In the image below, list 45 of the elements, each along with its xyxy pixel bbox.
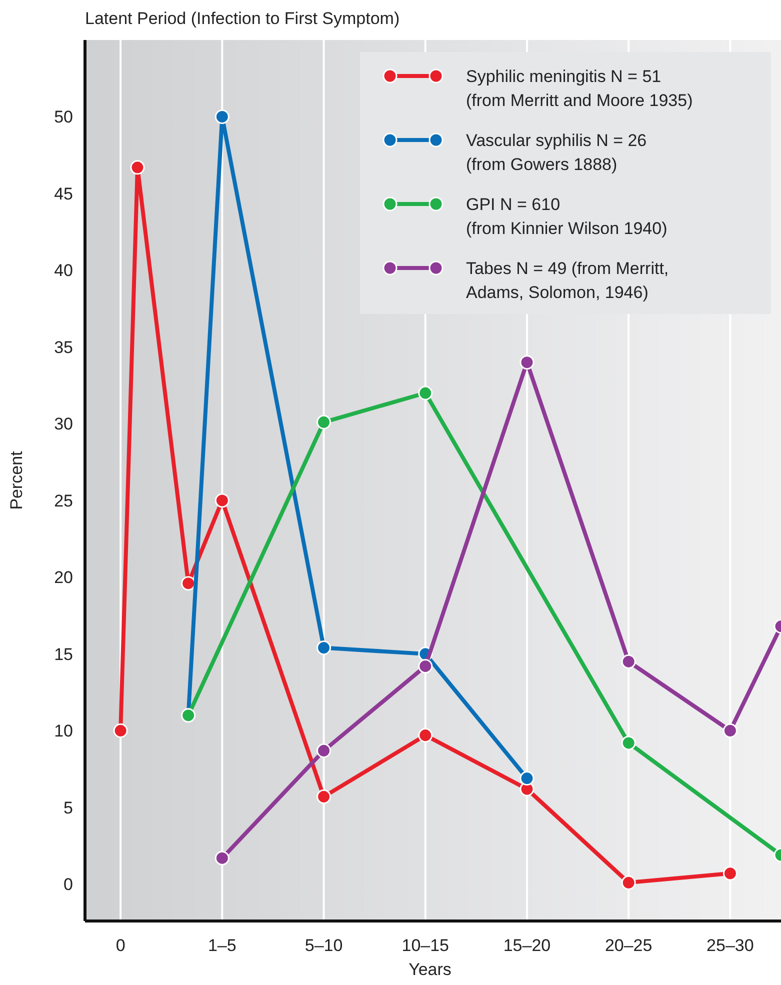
- chart-title: Latent Period (Infection to First Symptom): [85, 9, 400, 28]
- point: [214, 850, 230, 866]
- legend-label: GPI N = 610 (from Kinnier Wilson 1940): [466, 195, 668, 238]
- y-tick-label: 35: [54, 338, 73, 357]
- point: [316, 789, 332, 804]
- y-tick-label: 50: [54, 108, 73, 127]
- x-tick-label: 5–10: [304, 936, 343, 955]
- point: [130, 160, 145, 175]
- y-tick-label: 15: [54, 644, 73, 664]
- y-tick-label: 20: [54, 568, 73, 588]
- point: [214, 109, 230, 124]
- x-tick-label: 25–30: [706, 936, 754, 955]
- y-tick-label: 5: [64, 798, 73, 818]
- point: [418, 658, 433, 674]
- point: [181, 576, 196, 591]
- point: [316, 743, 332, 758]
- legend-label: Syphilic meningitis N = 51 (from Merritt and Moore 1935): [466, 67, 693, 110]
- point: [113, 723, 128, 738]
- y-tick-label: 45: [54, 184, 73, 204]
- point: [621, 654, 636, 669]
- y-tick-label: 40: [54, 261, 73, 280]
- legend-label: Tabes N = 49 (from Merritt, Adams, Solomon, 1946): [466, 259, 669, 302]
- point: [520, 771, 534, 786]
- x-tick-label: 1–5: [208, 936, 236, 955]
- point: [316, 640, 332, 656]
- point: [722, 866, 738, 881]
- x-tick-label: 15–20: [503, 936, 551, 955]
- y-tick-label: 0: [64, 875, 73, 894]
- point: [316, 414, 332, 430]
- point: [722, 723, 738, 738]
- legend-label: Vascular syphilis N = 26 (from Gowers 1888): [466, 131, 647, 174]
- y-tick-label: 10: [54, 722, 73, 741]
- x-tick-label: 0: [116, 936, 126, 955]
- point: [621, 875, 636, 890]
- point: [418, 728, 433, 743]
- x-axis-title: Years: [408, 960, 452, 979]
- point: [214, 493, 230, 508]
- y-tick-label: 25: [54, 491, 73, 510]
- x-tick-label: 10–15: [402, 936, 450, 955]
- point: [520, 355, 534, 370]
- point: [418, 386, 433, 400]
- point: [621, 736, 636, 750]
- x-tick-label: 20–25: [604, 936, 652, 955]
- y-tick-label: 30: [54, 414, 73, 434]
- y-axis-title: Percent: [7, 450, 26, 510]
